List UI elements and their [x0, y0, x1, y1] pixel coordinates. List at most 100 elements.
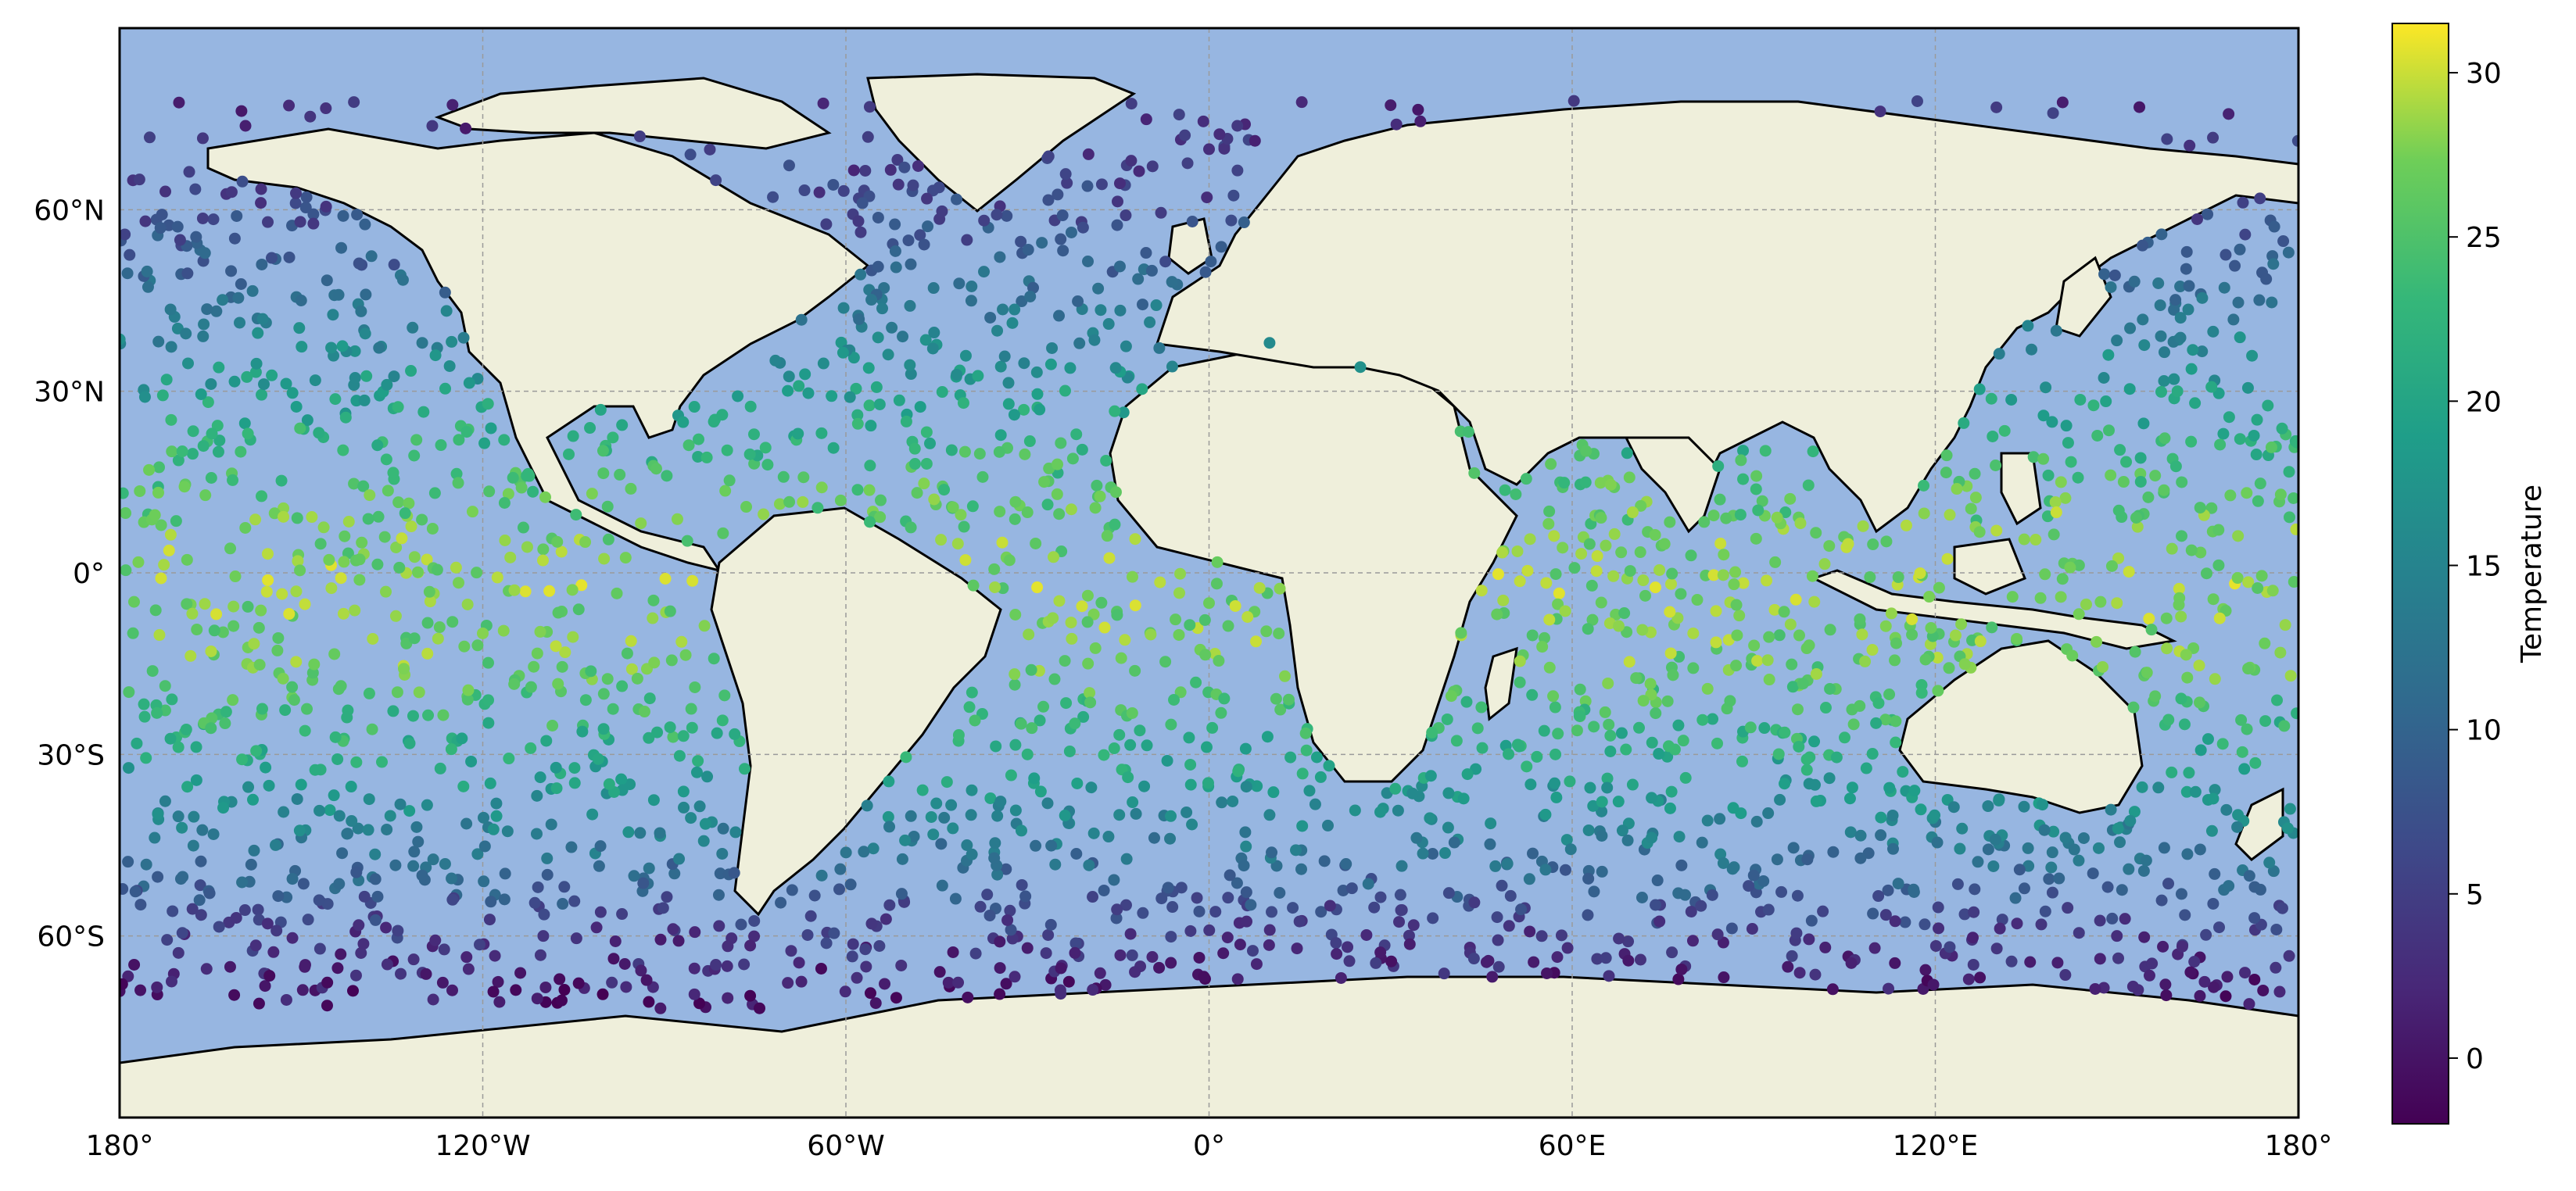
- temperature-point: [143, 463, 156, 476]
- temperature-point: [1897, 766, 1909, 778]
- temperature-point: [1958, 658, 1971, 671]
- temperature-point: [478, 840, 491, 853]
- temperature-point: [352, 822, 364, 835]
- temperature-point: [2291, 436, 2298, 449]
- temperature-point: [1571, 724, 1583, 737]
- temperature-point: [1055, 962, 1067, 975]
- temperature-point: [531, 993, 543, 1005]
- temperature-point: [1990, 101, 2003, 113]
- temperature-point: [146, 665, 159, 678]
- temperature-point: [1184, 778, 1197, 791]
- temperature-point: [242, 600, 254, 613]
- temperature-point: [1701, 682, 1714, 695]
- temperature-point: [1238, 216, 1250, 229]
- temperature-point: [2229, 259, 2241, 272]
- temperature-point: [688, 988, 700, 1000]
- temperature-point: [962, 991, 974, 1003]
- temperature-point: [268, 507, 281, 520]
- temperature-point: [1015, 717, 1027, 730]
- temperature-point: [290, 656, 303, 668]
- temperature-point: [1001, 914, 1014, 926]
- temperature-point: [904, 299, 916, 312]
- temperature-point: [291, 792, 303, 805]
- temperature-point: [1889, 957, 1901, 969]
- temperature-point: [2158, 842, 2170, 854]
- temperature-point: [2138, 339, 2151, 352]
- temperature-point: [2114, 836, 2126, 849]
- temperature-point: [1883, 781, 1896, 794]
- temperature-point: [2046, 886, 2058, 899]
- temperature-point: [1070, 848, 1083, 860]
- temperature-point: [313, 894, 325, 907]
- temperature-point: [1750, 470, 1763, 482]
- temperature-point: [1867, 538, 1879, 551]
- temperature-point: [1595, 512, 1607, 524]
- temperature-point: [183, 166, 195, 178]
- temperature-point: [1045, 839, 1058, 852]
- temperature-point: [1069, 946, 1081, 959]
- temperature-point: [2220, 803, 2233, 816]
- temperature-point: [485, 896, 497, 908]
- temperature-point: [2129, 646, 2141, 658]
- temperature-point: [308, 658, 321, 671]
- temperature-point: [1717, 569, 1729, 581]
- temperature-point: [478, 437, 491, 449]
- temperature-point: [392, 925, 404, 937]
- temperature-point: [1385, 99, 1397, 112]
- temperature-point: [817, 97, 829, 109]
- temperature-point: [1604, 746, 1617, 758]
- temperature-point: [1044, 918, 1057, 931]
- temperature-point: [1179, 129, 1191, 141]
- philippines: [2000, 452, 2042, 526]
- temperature-point: [187, 425, 199, 438]
- temperature-point: [2180, 263, 2192, 275]
- temperature-point: [1879, 620, 1892, 632]
- temperature-point: [1803, 639, 1815, 652]
- temperature-point: [1234, 939, 1246, 951]
- temperature-point: [502, 488, 514, 500]
- temperature-point: [628, 870, 640, 882]
- temperature-point: [1718, 971, 1730, 984]
- temperature-point: [811, 502, 824, 514]
- temperature-point: [387, 467, 399, 479]
- temperature-point: [260, 761, 272, 774]
- temperature-point: [332, 683, 345, 696]
- temperature-point: [172, 454, 185, 467]
- temperature-point: [471, 567, 483, 579]
- temperature-point: [2105, 803, 2117, 816]
- map-area[interactable]: [114, 27, 2304, 1119]
- temperature-point: [228, 600, 240, 613]
- temperature-point: [1782, 960, 1794, 973]
- temperature-point: [2048, 825, 2060, 838]
- temperature-point: [1197, 115, 1209, 127]
- temperature-point: [1639, 589, 1651, 602]
- temperature-point: [1295, 96, 1308, 109]
- temperature-point: [302, 914, 314, 926]
- temperature-point: [1600, 539, 1612, 552]
- temperature-point: [1774, 793, 1786, 806]
- temperature-point: [1514, 676, 1526, 688]
- temperature-point: [837, 302, 850, 314]
- temperature-point: [1696, 714, 1709, 726]
- temperature-point: [1345, 882, 1358, 895]
- temperature-point: [321, 976, 334, 989]
- temperature-point: [1524, 925, 1536, 938]
- temperature-point: [2160, 612, 2173, 624]
- temperature-point: [1183, 731, 1195, 744]
- temperature-point: [1622, 954, 1635, 967]
- temperature-point: [1596, 865, 1608, 878]
- temperature-point: [1892, 571, 1904, 584]
- temperature-point: [1059, 810, 1071, 822]
- temperature-point: [201, 303, 213, 316]
- temperature-point: [1232, 765, 1245, 778]
- temperature-point: [1549, 701, 1561, 714]
- temperature-point: [1274, 582, 1286, 595]
- temperature-point: [1077, 710, 1090, 723]
- temperature-point: [485, 422, 497, 435]
- temperature-point: [2046, 846, 2058, 859]
- temperature-point: [355, 305, 367, 317]
- temperature-point: [2018, 882, 2030, 895]
- temperature-point: [426, 120, 439, 132]
- temperature-point: [1486, 971, 1499, 983]
- temperature-point: [407, 860, 420, 872]
